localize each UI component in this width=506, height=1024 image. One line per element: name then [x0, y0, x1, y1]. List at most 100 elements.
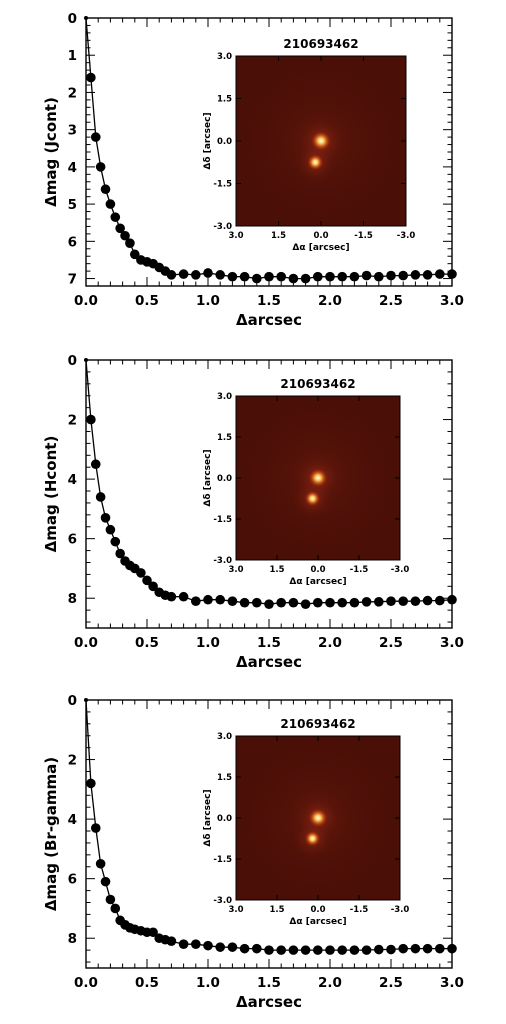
inset-y-tick-label: 1.5	[217, 95, 232, 105]
inset-x-axis-label: Δα [arcsec]	[292, 243, 349, 253]
x-tick-label: 0.5	[135, 975, 159, 991]
inset-y-tick-label: 0.0	[217, 137, 232, 147]
data-point	[110, 903, 121, 914]
data-point	[191, 596, 201, 606]
data-point	[105, 894, 116, 905]
data-point	[203, 940, 213, 951]
data-point	[361, 596, 372, 607]
data-point	[84, 358, 88, 362]
companion-star	[307, 154, 324, 171]
data-point	[349, 271, 360, 282]
inset-x-axis-label: Δα [arcsec]	[289, 917, 346, 927]
x-tick-label: 2.5	[379, 975, 403, 991]
data-point	[435, 943, 445, 954]
inset-x-tick-label: -3.0	[391, 565, 410, 575]
data-point	[215, 942, 225, 952]
inset-title: 210693462	[280, 717, 355, 731]
y-tick-label: 6	[68, 872, 77, 888]
data-point	[166, 270, 177, 280]
data-point	[361, 945, 372, 955]
data-point	[300, 273, 311, 284]
data-point	[386, 944, 396, 955]
y-tick-label: 1	[68, 48, 77, 64]
inset-x-tick-label: -1.5	[350, 905, 369, 915]
data-point	[398, 943, 409, 954]
data-point	[215, 594, 225, 605]
data-point	[105, 524, 116, 535]
x-tick-label: 3.0	[440, 293, 464, 309]
data-point	[398, 270, 409, 281]
y-tick-label: 0	[68, 693, 77, 709]
data-point	[325, 597, 335, 608]
y-tick-label: 8	[68, 591, 77, 607]
x-tick-label: 2.0	[318, 635, 342, 651]
data-point	[264, 945, 274, 955]
data-point	[276, 945, 287, 955]
data-point	[86, 778, 96, 789]
x-tick-label: 0.5	[135, 635, 159, 651]
y-tick-label: 0	[68, 353, 77, 369]
data-point	[136, 568, 146, 578]
y-tick-label: 6	[68, 532, 77, 548]
data-point	[84, 698, 88, 702]
chart-panel-3: 0.0 0.5 1.0 1.5 2.0 2.5 3.0 0 2 4 6 8 Δarcsec Δmag (B…	[42, 693, 464, 1011]
data-point	[264, 271, 274, 282]
contrast-curve-line	[85, 699, 452, 951]
data-point	[374, 596, 384, 607]
inset-y-tick-label: 3.0	[217, 732, 232, 742]
inset-y-tick-label: -3.0	[213, 896, 232, 906]
inset-y-tick-label: 3.0	[217, 52, 232, 62]
data-point	[95, 858, 106, 869]
y-tick-label: 6	[68, 234, 77, 250]
data-point	[227, 271, 238, 282]
data-point	[191, 270, 201, 280]
contrast-curve-line	[85, 359, 453, 605]
companion-star	[304, 830, 321, 847]
data-point	[337, 945, 348, 955]
x-axis-label: Δarcsec	[236, 653, 302, 671]
data-point	[313, 271, 323, 282]
data-point	[251, 273, 262, 284]
inset-y-tick-label: 3.0	[217, 392, 232, 402]
data-point	[435, 595, 445, 606]
y-tick-label: 8	[68, 931, 77, 947]
inset-x-tick-label: -1.5	[350, 565, 369, 575]
contrast-curve-line	[85, 17, 452, 280]
data-point	[325, 271, 335, 282]
data-point	[288, 597, 299, 608]
data-point	[95, 492, 106, 502]
data-point	[447, 594, 457, 605]
data-point	[422, 270, 433, 280]
data-point	[125, 238, 135, 248]
data-point	[227, 596, 238, 606]
data-point	[100, 513, 111, 523]
chart-panel-2: 0.0 0.5 1.0 1.5 2.0 2.5 3.0 0 2 4 6 8 Δarcsec Δmag (H…	[42, 353, 464, 671]
inset-y-tick-label: 1.5	[217, 433, 232, 443]
data-point	[435, 269, 445, 279]
x-tick-label: 2.5	[379, 293, 403, 309]
chart-panel-1: 0.0 0.5 1.0 1.5 2.0 2.5 3.0 0 1 2 3 4 5 6 7 Δarcsec Δmag…	[42, 11, 464, 329]
data-point	[203, 594, 213, 605]
inset-x-tick-label: 3.0	[228, 905, 243, 915]
data-point	[86, 414, 96, 425]
data-point	[86, 72, 96, 83]
inset-y-tick-label: 0.0	[217, 474, 232, 484]
data-point	[422, 595, 433, 606]
data-point	[148, 581, 158, 592]
data-point	[90, 132, 101, 142]
data-point	[300, 599, 311, 609]
data-point	[410, 943, 421, 954]
inset-y-axis-label: Δδ [arcsec]	[203, 789, 213, 846]
data-point	[178, 269, 189, 279]
y-tick-label: 2	[68, 413, 77, 429]
data-point	[90, 459, 101, 470]
inset-title: 210693462	[280, 377, 355, 391]
data-point	[447, 943, 457, 954]
x-tick-label: 2.0	[318, 975, 342, 991]
data-point	[251, 597, 262, 608]
data-point	[239, 597, 250, 608]
data-point	[215, 270, 225, 280]
